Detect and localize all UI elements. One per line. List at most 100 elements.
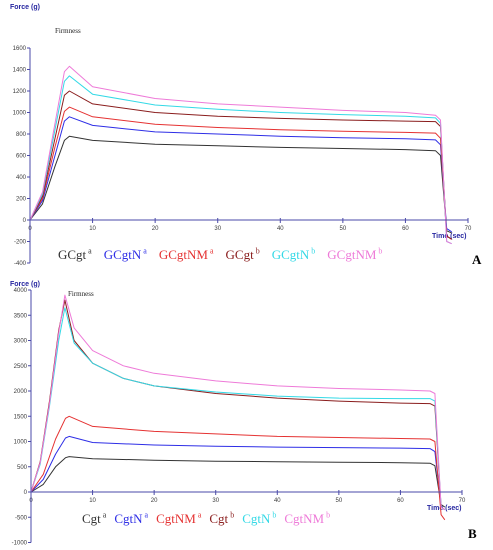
- panel-b-label: B: [468, 526, 477, 541]
- legend-item-cgtnm-b: CgtNM b: [284, 511, 330, 526]
- panel-a-label: A: [472, 252, 482, 267]
- legend-item-superscript: a: [195, 511, 202, 520]
- x-tick-label: 60: [402, 226, 409, 232]
- y-tick-label: 200: [16, 197, 27, 203]
- legend-item-gcgtnm-a: GCgtNM a: [159, 247, 214, 262]
- series-line-gcgt-b: [29, 90, 452, 240]
- legend-item-superscript: a: [100, 511, 107, 520]
- legend-item-name: GCgt: [225, 247, 254, 263]
- panel-a-y-axis-title: Force (g): [10, 4, 40, 11]
- panel-b-series: [30, 294, 446, 521]
- legend-item-name: GCgtNM: [327, 247, 377, 263]
- panel-b-y-axis-title: Force (g): [10, 281, 40, 288]
- series-line-gcgtn-a: [29, 116, 452, 233]
- legend-item-name: CgtNM: [284, 511, 325, 527]
- panel-a-y-ticks: -400 -200 0 200 400 600 800 1000 1200 1400 1600: [13, 46, 30, 267]
- series-line-gcgtn-b: [29, 75, 452, 245]
- x-tick-label: 20: [151, 498, 158, 504]
- legend-item-cgt-a: Cgt a: [82, 511, 106, 526]
- legend-item-gcgt-b: GCgt b: [226, 247, 260, 262]
- y-tick-label: 2500: [14, 364, 28, 370]
- legend-item-superscript: a: [86, 247, 92, 256]
- x-tick-label: 50: [336, 498, 343, 504]
- y-tick-label: 1400: [13, 68, 27, 74]
- x-tick-label: 70: [459, 498, 466, 504]
- legend-item-gcgtn-a: GCgtN a: [104, 247, 147, 262]
- legend-item-name: CgtNM: [156, 511, 196, 527]
- legend-item-superscript: a: [141, 247, 147, 256]
- legend-item-gcgtn-b: GCgtN b: [272, 247, 316, 262]
- series-line-gcgtnm-a: [29, 106, 452, 240]
- legend-item-superscript: a: [142, 511, 149, 520]
- legend-item-cgtn-a: CgtN a: [114, 511, 148, 526]
- legend-item-gcgt-a: GCgt a: [58, 247, 92, 262]
- y-tick-label: 1000: [13, 111, 27, 117]
- x-tick-label: 10: [89, 226, 96, 232]
- legend-item-superscript: a: [207, 247, 214, 256]
- x-tick-label: 10: [89, 498, 96, 504]
- series-line-cgtn-a: [30, 435, 446, 511]
- legend-item-name: CgtN: [242, 511, 271, 527]
- legend-item-name: CgtN: [114, 511, 143, 527]
- y-tick-label: 1200: [13, 89, 27, 95]
- series-line-cgt-b: [30, 299, 446, 511]
- series-line-cgtnm-a: [30, 415, 446, 521]
- legend-item-superscript: b: [228, 511, 235, 520]
- panel-b-x-axis-title: Time (sec): [427, 505, 462, 512]
- legend-item-name: GCgtN: [103, 247, 142, 263]
- y-tick-label: 3500: [14, 313, 28, 319]
- x-tick-label: 40: [277, 226, 284, 232]
- series-line-cgtnm-b: [30, 294, 446, 511]
- y-tick-label: 2000: [14, 389, 28, 395]
- legend-item-name: GCgt: [58, 247, 87, 263]
- panel-b-legend: Cgt a CgtN a CgtNM a Cgt b CgtN b CgtNM b: [82, 511, 338, 527]
- y-tick-label: 0: [23, 218, 27, 224]
- legend-item-gcgtnm-b: GCgtNM b: [327, 247, 382, 262]
- legend-item-superscript: b: [324, 511, 331, 520]
- legend-item-name: Cgt: [209, 511, 229, 527]
- y-tick-label: 800: [16, 132, 27, 138]
- x-tick-label: 70: [465, 226, 472, 232]
- series-line-gcgt-a: [29, 135, 452, 234]
- panel-a-legend: GCgt a GCgtN a GCgtNM a GCgt b GCgtN b GCgtNM…: [58, 247, 394, 263]
- x-tick-label: 40: [274, 498, 281, 504]
- x-tick-label: 30: [214, 226, 221, 232]
- x-tick-label: 50: [340, 226, 347, 232]
- y-tick-label: 3000: [14, 339, 28, 345]
- legend-item-cgtnm-a: CgtNM a: [156, 511, 201, 526]
- legend-item-name: GCgtN: [271, 247, 310, 263]
- y-tick-label: 1500: [14, 414, 28, 420]
- y-tick-label: -200: [14, 240, 27, 246]
- legend-item-superscript: b: [376, 247, 383, 256]
- series-line-gcgtnm-b: [29, 65, 452, 245]
- y-tick-label: -500: [15, 515, 28, 521]
- x-tick-label: 60: [397, 498, 404, 504]
- series-line-cgt-a: [30, 456, 446, 508]
- y-tick-label: -1000: [12, 541, 28, 547]
- panel-a-firmness-annotation: Firmness: [55, 27, 81, 35]
- legend-item-cgt-b: Cgt b: [209, 511, 234, 526]
- panel-b-firmness-annotation: Firmness: [68, 290, 94, 298]
- x-tick-label: 30: [212, 498, 219, 504]
- legend-item-name: GCgtNM: [158, 247, 208, 263]
- legend-item-cgtn-b: CgtN b: [242, 511, 276, 526]
- panel-a-series: [29, 65, 452, 245]
- y-tick-label: 0: [24, 490, 28, 496]
- legend-item-name: Cgt: [82, 511, 101, 527]
- series-line-cgtn-b: [30, 307, 446, 511]
- legend-item-superscript: b: [253, 247, 260, 256]
- y-tick-label: -400: [14, 261, 27, 267]
- legend-item-superscript: b: [309, 247, 316, 256]
- y-tick-label: 500: [17, 465, 28, 471]
- y-tick-label: 4000: [14, 288, 28, 294]
- y-tick-label: 600: [16, 154, 27, 160]
- x-tick-label: 20: [152, 226, 159, 232]
- y-tick-label: 1000: [14, 440, 28, 446]
- y-tick-label: 400: [16, 175, 27, 181]
- y-tick-label: 1600: [13, 46, 27, 52]
- panel-a-x-axis-title: Time (sec): [432, 233, 467, 240]
- legend-item-superscript: b: [270, 511, 277, 520]
- panel-b-chart: Force (g) Firmness Time (sec) 0 10 20 30 40 5…: [10, 281, 477, 547]
- panel-a-chart: Force (g) Firmness Time (sec) 0 10 20 30 40 5…: [10, 4, 482, 267]
